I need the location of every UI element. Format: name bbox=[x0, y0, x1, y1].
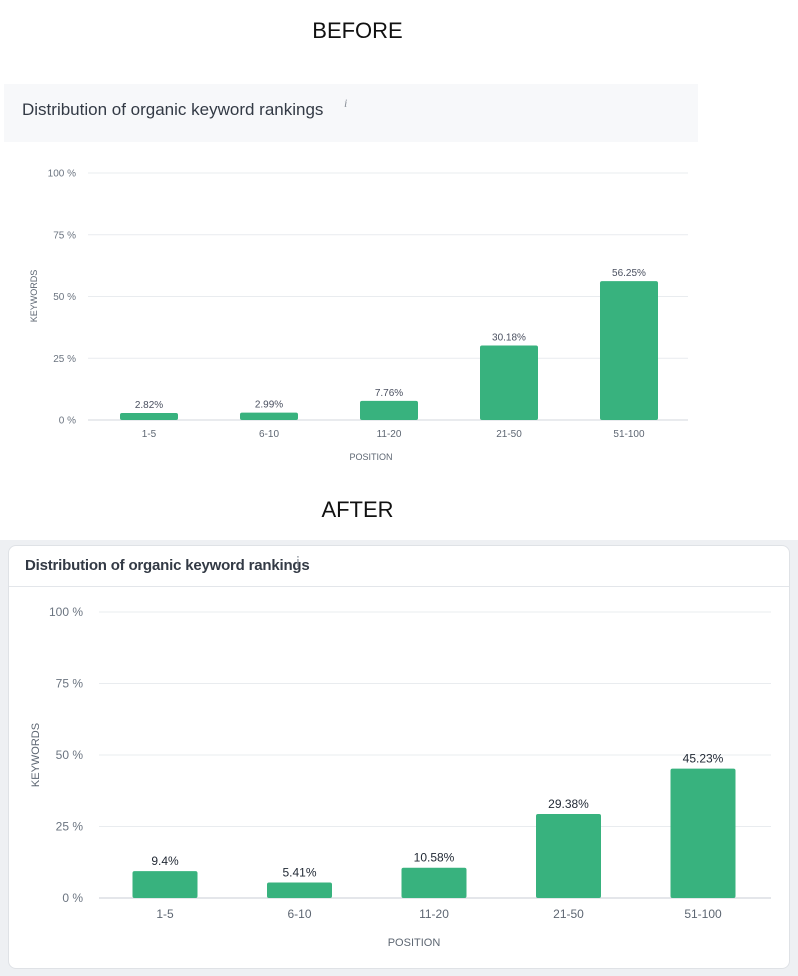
value-label: 9.4% bbox=[151, 854, 179, 868]
x-tick-label: 1-5 bbox=[156, 907, 174, 921]
bar bbox=[536, 813, 601, 898]
y-tick-label: 50 % bbox=[56, 748, 84, 762]
y-tick-label: 100 % bbox=[48, 169, 76, 180]
value-label: 2.82% bbox=[135, 400, 163, 411]
bar bbox=[600, 281, 658, 420]
before-chart-title: Distribution of organic keyword rankings bbox=[22, 100, 324, 119]
bar bbox=[132, 871, 198, 898]
bar bbox=[240, 412, 298, 420]
x-tick-label: 11-20 bbox=[419, 907, 449, 921]
x-tick-label: 6-10 bbox=[259, 429, 279, 440]
before-chart-panel: Distribution of organic keyword rankings… bbox=[4, 84, 698, 470]
y-tick-label: 25 % bbox=[56, 820, 84, 834]
after-chart-title: Distribution of organic keyword rankings bbox=[25, 557, 310, 574]
x-tick-label: 1-5 bbox=[142, 429, 157, 440]
value-label: 30.18% bbox=[492, 332, 526, 343]
bar bbox=[360, 400, 418, 420]
value-label: 56.25% bbox=[612, 268, 646, 279]
bar bbox=[480, 345, 538, 420]
y-tick-label: 100 % bbox=[49, 605, 83, 619]
y-tick-label: 25 % bbox=[53, 354, 76, 365]
y-tick-label: 0 % bbox=[59, 416, 76, 427]
bar bbox=[670, 768, 736, 898]
value-label: 7.76% bbox=[375, 388, 403, 399]
value-label: 45.23% bbox=[683, 752, 724, 766]
x-tick-label: 51-100 bbox=[613, 429, 645, 440]
before-bar-chart: 0 % 25 % 50 % 75 % 100 % 2.82% 1-5 2.99% 6-10 7.7… bbox=[29, 169, 688, 462]
y-tick-label: 50 % bbox=[53, 292, 76, 303]
y-axis-label: KEYWORDS bbox=[30, 723, 42, 787]
info-icon[interactable]: i bbox=[296, 555, 300, 571]
y-tick-label: 75 % bbox=[53, 230, 76, 241]
value-label: 5.41% bbox=[282, 866, 316, 880]
before-chart-header: Distribution of organic keyword rankings… bbox=[4, 84, 698, 142]
x-tick-label: 21-50 bbox=[553, 907, 584, 921]
bar bbox=[401, 867, 467, 898]
x-tick-label: 21-50 bbox=[496, 429, 522, 440]
y-tick-label: 0 % bbox=[62, 891, 83, 905]
value-label: 29.38% bbox=[548, 797, 589, 811]
info-icon[interactable]: i bbox=[344, 96, 348, 110]
x-tick-label: 11-20 bbox=[377, 429, 402, 440]
before-heading: BEFORE bbox=[312, 18, 403, 43]
bar bbox=[267, 882, 332, 898]
x-axis-label: POSITION bbox=[388, 937, 441, 949]
y-tick-label: 75 % bbox=[56, 677, 84, 691]
after-chart-panel: Distribution of organic keyword rankings… bbox=[8, 545, 790, 969]
bar bbox=[120, 413, 178, 420]
after-bar-chart: 0 % 25 % 50 % 75 % 100 % 9.4% 1-5 5.41% 6-10 10.5… bbox=[30, 605, 771, 949]
value-label: 10.58% bbox=[414, 851, 455, 865]
y-axis-label: KEYWORDS bbox=[29, 270, 39, 323]
x-axis-label: POSITION bbox=[349, 452, 392, 462]
after-chart-header: Distribution of organic keyword rankings… bbox=[9, 546, 789, 587]
x-tick-label: 51-100 bbox=[684, 907, 722, 921]
x-tick-label: 6-10 bbox=[287, 907, 311, 921]
value-label: 2.99% bbox=[255, 400, 283, 411]
after-heading: AFTER bbox=[321, 497, 394, 522]
